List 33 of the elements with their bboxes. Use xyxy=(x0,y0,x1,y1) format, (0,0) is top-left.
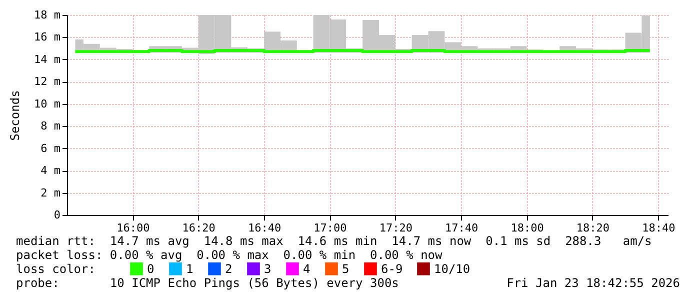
x-tick-label: 16:00 xyxy=(116,222,150,234)
y-tick-label: 10 m xyxy=(34,97,61,110)
legend-label: 0 xyxy=(147,262,154,276)
x-tick-label: 17:40 xyxy=(445,222,478,234)
x-tick-label: 16:20 xyxy=(182,222,216,234)
legend-label: 4 xyxy=(303,262,310,276)
x-tick-label: 18:00 xyxy=(510,222,544,234)
text: Fri Jan 23 18:42:55 2026 xyxy=(506,276,680,290)
legend-label: 2 xyxy=(225,262,232,276)
y-tick-label: 8 m xyxy=(40,120,61,133)
y-tick-label: 14 m xyxy=(34,52,61,66)
legend-label: 5 xyxy=(342,262,350,276)
x-tick-label: 17:00 xyxy=(314,222,347,234)
legend-label: 1 xyxy=(186,262,194,276)
y-tick-label: 12 m xyxy=(34,75,61,88)
y-tick-label: 0 xyxy=(54,208,60,222)
y-tick-label: 16 m xyxy=(34,30,61,44)
legend-title: loss color: xyxy=(16,262,96,276)
text: probe: 10 ICMP Echo Pings (56 Bytes) every 300s xyxy=(16,276,399,290)
text: packet loss: 0.00 % avg 0.00 % max 0.00 % min 0.00 % now xyxy=(16,248,442,262)
text: median rtt: 14.7 ms avg 14.8 ms max 14.6 ms min 14.7 ms now 0.1 ms sd 288.3 am/s xyxy=(16,234,652,248)
y-tick-label: 18 m xyxy=(34,8,61,22)
x-tick-label: 18:20 xyxy=(576,222,610,234)
y-tick-label: 6 m xyxy=(40,142,61,155)
x-tick-label: 16:40 xyxy=(248,222,282,234)
legend-label: 3 xyxy=(264,262,272,276)
x-tick-label: 18:40 xyxy=(642,222,676,234)
y-tick-label: 4 m xyxy=(40,164,61,178)
legend-label: 6-9 xyxy=(381,262,403,276)
x-tick-label: 17:20 xyxy=(379,222,412,234)
y-tick-label: 2 m xyxy=(40,186,61,200)
legend-label: 10/10 xyxy=(434,262,470,276)
y-axis-title: Seconds xyxy=(8,90,22,141)
